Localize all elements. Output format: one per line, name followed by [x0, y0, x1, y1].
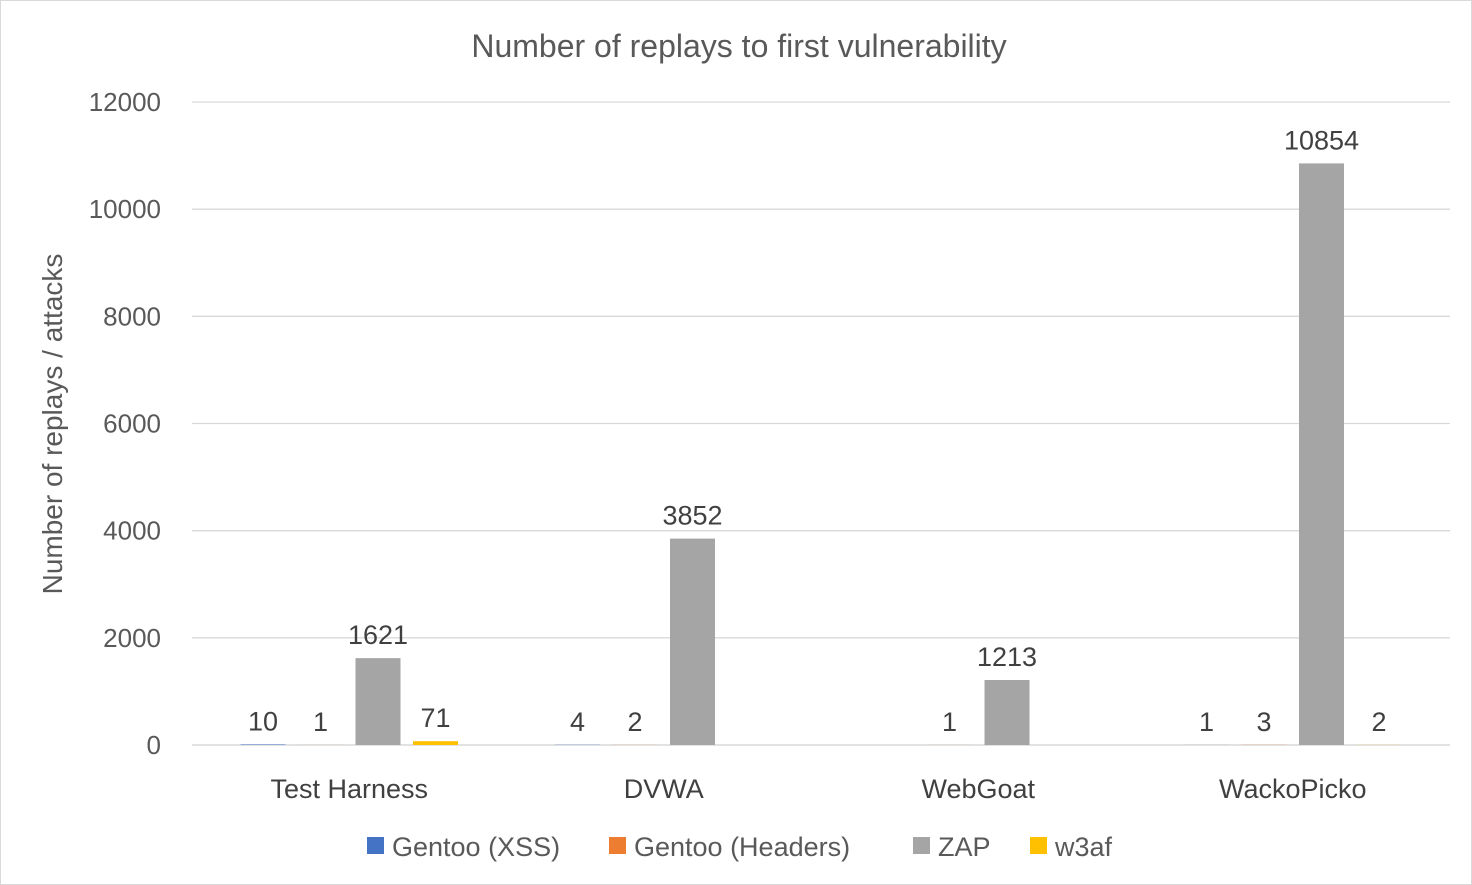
- data-label: 10854: [1284, 125, 1359, 155]
- data-label: 3852: [662, 501, 722, 531]
- x-category-label: WebGoat: [921, 774, 1035, 804]
- bars: [240, 163, 1402, 745]
- y-tick-label: 12000: [89, 87, 161, 117]
- gridlines: [192, 101, 1450, 746]
- x-axis-categories: Test Harness DVWA WebGoat WackoPicko: [270, 774, 1366, 804]
- bar: [670, 538, 715, 745]
- data-label: 4: [570, 707, 585, 737]
- data-label: 1: [313, 707, 328, 737]
- data-label: 1621: [348, 620, 408, 650]
- bar: [355, 658, 401, 745]
- data-label: 1: [942, 707, 957, 737]
- legend-swatch: [1030, 837, 1047, 854]
- y-tick-label: 2000: [103, 623, 161, 653]
- chart-title: Number of replays to first vulnerability: [471, 28, 1006, 64]
- legend-entry: Gentoo (XSS): [392, 832, 560, 862]
- data-label: 10: [248, 706, 278, 736]
- bar: [413, 741, 458, 745]
- legend-swatch: [367, 837, 384, 854]
- y-axis-ticks: 0 2000 4000 6000 8000 10000 12000: [89, 87, 161, 760]
- x-category-label: Test Harness: [270, 774, 428, 804]
- y-tick-label: 8000: [103, 301, 161, 331]
- x-category-label: WackoPicko: [1219, 774, 1367, 804]
- data-label: 2: [627, 707, 642, 737]
- y-tick-label: 6000: [103, 409, 161, 439]
- legend-entry: ZAP: [938, 832, 991, 862]
- y-axis-title: Number of replays / attacks: [37, 254, 68, 595]
- bar: [1299, 163, 1344, 745]
- x-category-label: DVWA: [624, 774, 704, 804]
- data-label: 1: [1199, 707, 1214, 737]
- legend-entry: w3af: [1054, 832, 1113, 862]
- y-tick-label: 10000: [89, 194, 161, 224]
- legend: Gentoo (XSS) Gentoo (Headers) ZAP w3af: [367, 832, 1113, 862]
- bar: [984, 680, 1030, 745]
- bar: [240, 744, 286, 745]
- legend-entry: Gentoo (Headers): [634, 832, 850, 862]
- data-label: 2: [1371, 707, 1386, 737]
- data-label: 71: [420, 703, 450, 733]
- data-labels: 10 1 1621 71 4 2 3852 1 1213 1 3 10854 2: [248, 125, 1387, 737]
- legend-swatch: [913, 837, 930, 854]
- data-label: 3: [1256, 707, 1271, 737]
- legend-swatch: [609, 837, 626, 854]
- y-tick-label: 0: [147, 730, 161, 760]
- data-label: 1213: [977, 642, 1037, 672]
- y-tick-label: 4000: [103, 516, 161, 546]
